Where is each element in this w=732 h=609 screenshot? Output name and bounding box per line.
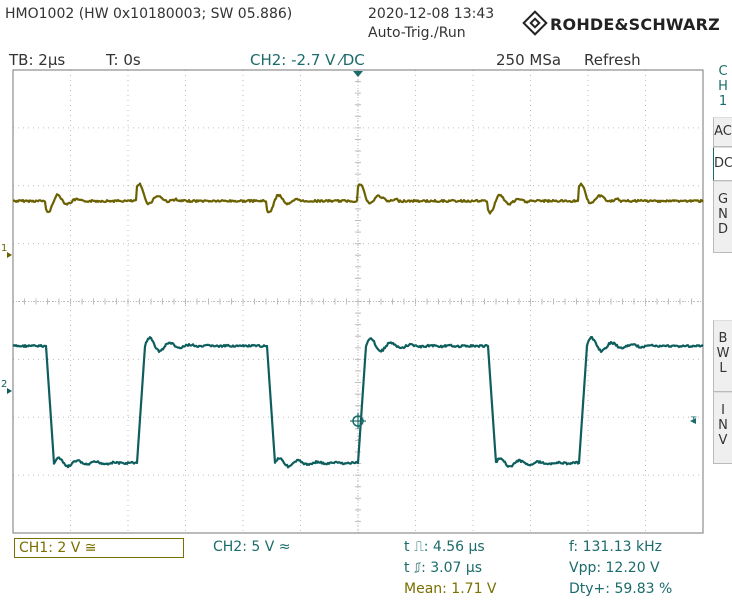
- datetime: 2020-12-08 13:43: [368, 6, 495, 22]
- coupling-ac-button[interactable]: AC: [713, 117, 732, 147]
- bwl_letters-letter: B: [718, 331, 728, 346]
- measure-pos-width: t ⎍: 4.56 µs: [404, 539, 485, 555]
- ch2-waveform: [12, 336, 704, 469]
- trigger-time-readout[interactable]: T: 0s: [106, 51, 141, 69]
- inv_letters-letter: N: [718, 418, 728, 433]
- inv_letters-letter: I: [721, 403, 725, 418]
- ch2-ground-marker[interactable]: 2: [1, 379, 7, 390]
- gnd_letters-letter: N: [718, 207, 728, 222]
- ch1-waveform: [12, 182, 704, 215]
- timebase-readout[interactable]: TB: 2µs: [9, 51, 66, 69]
- bwl_letters-letter: W: [716, 346, 730, 361]
- brand-name: ROHDE&SCHWARZ: [550, 15, 720, 34]
- brand-logo: ROHDE&SCHWARZ: [522, 10, 720, 36]
- trigger-crosshair-icon: [350, 413, 366, 429]
- measure-neg-width: t ⎎: 3.07 µs: [404, 560, 483, 576]
- bwl_letters-letter: L: [719, 361, 727, 376]
- ch2-scale-readout[interactable]: CH2: 5 V ≈: [213, 539, 291, 555]
- channel_letters-letter: H: [718, 79, 728, 94]
- device-info: HMO1002 (HW 0x10180003; SW 05.886): [5, 6, 293, 22]
- channel_letters-letter: 1: [718, 94, 728, 109]
- measure-duty: Dty+: 59.83 %: [569, 581, 673, 597]
- measure-frequency: f: 131.13 kHz: [569, 539, 663, 555]
- ch2-ground-arrow-icon: [7, 388, 12, 394]
- trigger-level-arrow-icon: [690, 418, 696, 424]
- ch1-ground-arrow-icon: [7, 252, 12, 258]
- gnd_letters-letter: G: [717, 192, 729, 207]
- sample-rate-readout: 250 MSa: [496, 51, 562, 69]
- graticule-border: [12, 69, 704, 534]
- measure-mean: Mean: 1.71 V: [404, 581, 497, 597]
- inv_letters-letter: V: [718, 433, 728, 448]
- trigger-position-marker[interactable]: [353, 71, 363, 77]
- trigger-source-readout[interactable]: CH2: -2.7 V ⁄DC: [250, 51, 365, 69]
- trigger-mode: Auto-Trig./Run: [368, 25, 466, 41]
- measure-vpp: Vpp: 12.20 V: [569, 560, 660, 576]
- coupling-dc-button[interactable]: DC: [713, 147, 732, 181]
- acquisition-mode[interactable]: Refresh: [584, 51, 641, 69]
- ch1-ground-marker[interactable]: 1: [1, 243, 7, 254]
- ch1-scale-readout[interactable]: CH1: 2 V ≅: [14, 538, 184, 558]
- channel_letters-letter: C: [718, 64, 728, 79]
- gnd_letters-letter: D: [717, 222, 728, 237]
